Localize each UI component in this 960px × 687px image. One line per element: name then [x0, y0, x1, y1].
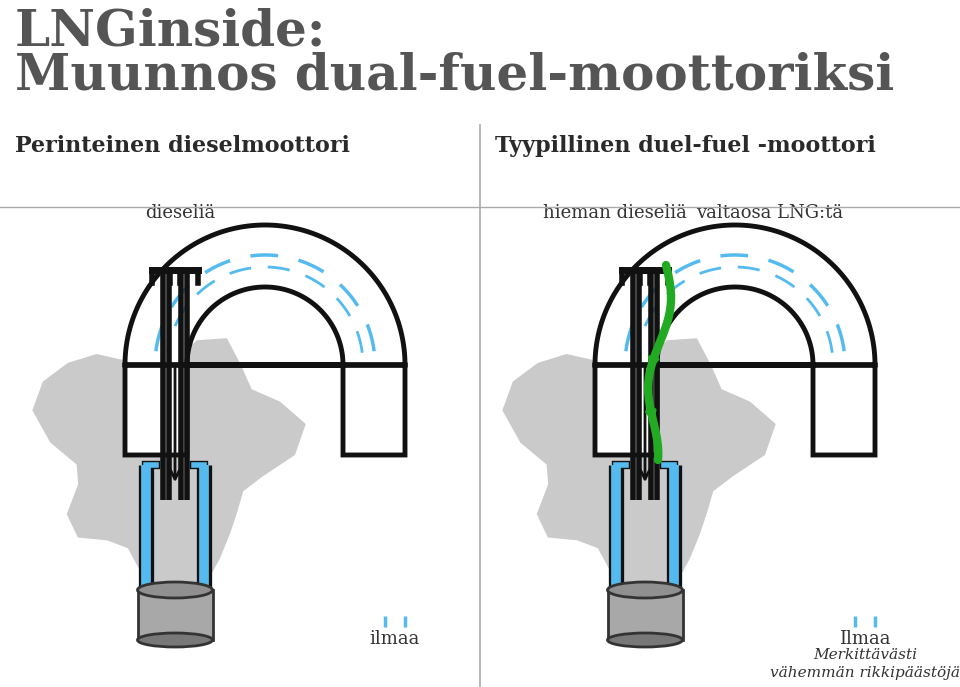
Text: Perinteinen dieselmoottori: Perinteinen dieselmoottori: [15, 135, 349, 157]
Text: Merkittävästi
vähemmän rikkipäästöjä: Merkittävästi vähemmän rikkipäästöjä: [770, 648, 960, 680]
Polygon shape: [33, 338, 305, 602]
Text: Tyypillinen duel-fuel -moottori: Tyypillinen duel-fuel -moottori: [495, 135, 876, 157]
Text: LNGinside:: LNGinside:: [15, 8, 326, 57]
Polygon shape: [125, 225, 405, 455]
Polygon shape: [502, 338, 776, 602]
Bar: [608, 590, 683, 640]
Ellipse shape: [608, 582, 683, 598]
Text: hieman dieseliä: hieman dieseliä: [543, 204, 687, 222]
Ellipse shape: [608, 633, 683, 647]
Text: Ilmaa: Ilmaa: [839, 630, 891, 648]
Text: dieseliä: dieseliä: [145, 204, 215, 222]
Ellipse shape: [137, 633, 212, 647]
Bar: [138, 590, 213, 640]
Polygon shape: [595, 225, 875, 455]
Text: Muunnos dual-fuel-moottoriksi: Muunnos dual-fuel-moottoriksi: [15, 52, 895, 101]
Ellipse shape: [137, 582, 212, 598]
Text: ilmaa: ilmaa: [370, 630, 420, 648]
Text: valtaosa LNG:tä: valtaosa LNG:tä: [696, 204, 844, 222]
